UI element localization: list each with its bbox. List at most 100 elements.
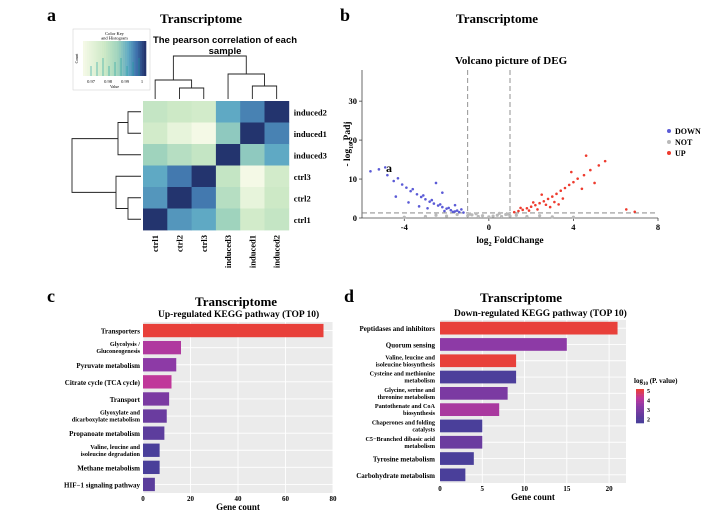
bar-category-label: Glyoxylate and bbox=[100, 410, 141, 417]
volcano-point-up bbox=[589, 168, 592, 172]
color-key-swatch bbox=[99, 41, 103, 76]
bar-category-label: dicarboxylate metabolism bbox=[72, 417, 141, 424]
volcano-point-down bbox=[451, 210, 455, 214]
heatmap-cell bbox=[264, 101, 290, 123]
color-key-title-2: and Histogram bbox=[101, 36, 128, 41]
volcano-legend-label: UP bbox=[675, 149, 686, 158]
volcano-point-not bbox=[506, 212, 510, 216]
pvalue-legend-swatch bbox=[636, 407, 644, 410]
pvalue-legend-swatch bbox=[636, 397, 644, 400]
volcano-point-down bbox=[445, 207, 448, 210]
volcano-point-down bbox=[447, 206, 450, 210]
heatmap-cell bbox=[240, 187, 265, 209]
bar-category-label: Quorum sensing bbox=[386, 341, 436, 349]
heatmap-cell bbox=[167, 208, 192, 231]
bar-x-tick-label: 20 bbox=[187, 495, 195, 503]
pvalue-legend-swatch bbox=[636, 402, 644, 405]
heatmap-col-label: induced1 bbox=[247, 235, 257, 268]
bar-category-label: Propanoate metabolism bbox=[69, 430, 140, 438]
pvalue-legend-swatch bbox=[636, 416, 644, 419]
volcano-point-not bbox=[487, 215, 491, 219]
volcano-point-down bbox=[400, 183, 404, 186]
bar-x-tick-label: 0 bbox=[141, 495, 145, 503]
volcano-point-down bbox=[462, 211, 465, 214]
bar-category-label: C5−Branched dibasic acid bbox=[365, 436, 435, 443]
bar bbox=[143, 460, 160, 475]
bar-x-tick-label: 0 bbox=[438, 485, 442, 493]
color-key-swatch bbox=[135, 41, 138, 76]
heatmap-cell bbox=[167, 101, 192, 123]
panel-letter-d: d bbox=[344, 286, 355, 306]
volcano-point-down bbox=[369, 169, 372, 173]
heatmap-cell bbox=[167, 165, 192, 188]
heatmap-cell bbox=[167, 187, 192, 209]
volcano-point-not bbox=[538, 214, 542, 218]
pvalue-legend-tick: 4 bbox=[647, 398, 650, 404]
bar-category-label: Pantothenate and CoA bbox=[375, 403, 436, 410]
bar bbox=[143, 392, 170, 406]
heatmap-labels: induced2 induced1 induced3 ctrl3 ctrl2 ctrl1 c… bbox=[150, 107, 327, 268]
volcano-point-not bbox=[571, 215, 576, 219]
heatmap-cell bbox=[264, 165, 290, 188]
volcano-point-not bbox=[423, 214, 428, 219]
bar-category-label: Glycolysis / bbox=[110, 341, 140, 348]
dendrograms bbox=[71, 55, 278, 220]
heatmap-cell bbox=[191, 208, 217, 231]
pvalue-legend-title: log10 (P. value) bbox=[634, 377, 678, 387]
volcano-point-up bbox=[529, 205, 533, 209]
volcano-point-up bbox=[555, 192, 558, 196]
bar bbox=[143, 477, 155, 492]
dendrogram-branch bbox=[71, 138, 118, 193]
bar-category-label: metabolism bbox=[404, 378, 435, 385]
heatmap-cell bbox=[240, 208, 265, 231]
color-key-swatch bbox=[89, 41, 92, 76]
volcano-point-down bbox=[409, 189, 412, 193]
color-key-swatch bbox=[143, 41, 147, 76]
bar-category-label: Tyrosine metabolism bbox=[373, 456, 435, 464]
color-key-swatch bbox=[127, 41, 130, 76]
color-key-swatch bbox=[133, 41, 136, 76]
volcano-point-up bbox=[531, 201, 535, 204]
volcano-point-not bbox=[499, 214, 504, 219]
volcano-legend-label: DOWN bbox=[675, 127, 701, 136]
volcano-point-up bbox=[517, 209, 520, 213]
bar bbox=[143, 443, 160, 457]
color-key-swatch bbox=[129, 41, 132, 76]
heatmap-cell bbox=[191, 122, 217, 145]
dendrogram-branch bbox=[172, 55, 247, 80]
pvalue-legend-swatch bbox=[636, 417, 644, 420]
volcano-axes: -4 0 4 8 0 10 20 30 a log2 FoldChange - log10 Padj bbox=[343, 70, 660, 248]
color-key-swatch bbox=[131, 41, 134, 76]
bar-x-tick-label: 20 bbox=[606, 485, 614, 493]
volcano-y-label: - log10 Padj bbox=[343, 121, 355, 166]
bar-category-label: biosynthesis bbox=[403, 410, 436, 417]
color-key-swatch bbox=[87, 41, 90, 76]
volcano-point-up bbox=[512, 210, 516, 214]
heatmap-col-label: ctrl1 bbox=[150, 235, 160, 252]
volcano-point-up bbox=[584, 154, 588, 157]
volcano-point-up bbox=[544, 203, 548, 207]
volcano-point-down bbox=[392, 179, 396, 183]
volcano-point-not bbox=[497, 211, 502, 215]
heatmap-cell bbox=[240, 101, 265, 123]
heatmap-cell bbox=[191, 144, 217, 166]
volcano-y-tick-label: 10 bbox=[349, 174, 358, 184]
volcano-point-up bbox=[633, 210, 637, 214]
volcano-point-up bbox=[538, 201, 541, 205]
heatmap-cell bbox=[167, 122, 192, 145]
volcano-point-up bbox=[540, 193, 544, 196]
bar bbox=[440, 419, 483, 433]
color-key-swatch bbox=[106, 41, 109, 76]
volcano-point-up bbox=[521, 208, 524, 212]
bar bbox=[440, 321, 618, 335]
volcano-point-down bbox=[457, 210, 461, 214]
color-key-swatch bbox=[112, 41, 115, 76]
volcano-point-not bbox=[508, 214, 512, 218]
color-key-swatch bbox=[139, 41, 143, 76]
heatmap-cell bbox=[215, 187, 241, 209]
bar-category-label: isoleucine biosynthesis bbox=[376, 361, 436, 368]
bar-category-label: Transport bbox=[110, 396, 141, 404]
bar-x-tick-label: 15 bbox=[563, 485, 571, 493]
heatmap-cell bbox=[143, 144, 168, 166]
